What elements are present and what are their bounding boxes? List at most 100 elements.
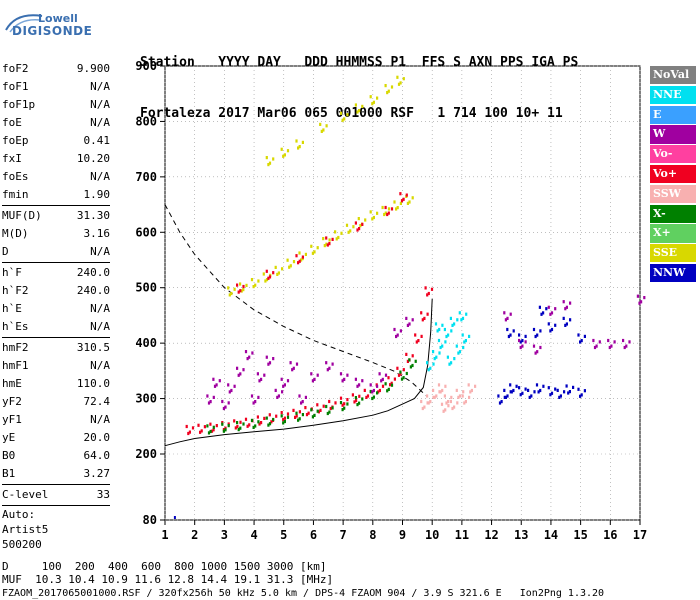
echo-point	[346, 373, 349, 377]
echo-point	[355, 398, 358, 403]
echo-point	[252, 285, 255, 289]
echo-point	[277, 394, 280, 398]
echo-point	[467, 383, 470, 387]
echo-point	[264, 279, 267, 283]
echo-point	[429, 366, 432, 370]
echo-point	[340, 231, 343, 235]
param-label: MUF(D)	[2, 209, 42, 222]
echo-point	[257, 279, 260, 283]
param-label: foF2	[2, 62, 29, 75]
echo-point	[399, 372, 402, 376]
param-row-fof2: foF2 9.900	[2, 60, 110, 78]
auto-software: Artist5	[2, 523, 49, 536]
legend-item-vo: Vo-	[650, 145, 696, 164]
echo-point	[411, 196, 414, 200]
param-label: yE	[2, 431, 16, 444]
param-value: 110.0	[76, 377, 110, 390]
echo-point	[227, 424, 230, 428]
echo-point	[549, 312, 552, 316]
echo-point	[451, 406, 454, 411]
param-label: foE	[2, 116, 22, 129]
param-label: C-level	[2, 488, 49, 501]
param-value: 1.90	[83, 188, 111, 201]
echo-point	[443, 394, 446, 398]
echo-point	[537, 390, 540, 394]
echo-point	[595, 344, 598, 348]
echo-point	[458, 311, 461, 315]
echo-point	[227, 286, 230, 290]
echo-point	[331, 237, 334, 241]
echo-point	[323, 244, 326, 248]
echo-point	[507, 334, 510, 339]
param-separator	[2, 484, 110, 485]
echo-point	[206, 424, 209, 428]
echo-point	[254, 283, 257, 287]
legend-item-w: W	[650, 125, 696, 144]
legend-item-ssw: SSW	[650, 184, 696, 204]
echo-point	[564, 307, 567, 311]
echo-point	[212, 377, 215, 381]
echo-point	[381, 377, 384, 381]
param-row-clevel: C-level 33	[2, 486, 110, 504]
echo-point	[468, 395, 471, 399]
param-row-md: M(D) 3.16	[2, 225, 110, 243]
echo-point	[353, 400, 356, 404]
echo-point	[562, 300, 565, 304]
echo-point	[426, 312, 429, 316]
echo-point	[411, 363, 414, 368]
echo-point	[230, 388, 233, 393]
echo-point	[421, 406, 424, 411]
echo-point	[445, 334, 448, 339]
echo-point	[430, 287, 434, 291]
echo-point	[286, 412, 290, 416]
echo-point	[265, 278, 269, 282]
echo-point	[463, 401, 466, 405]
legend-item-x: X+	[650, 224, 696, 243]
param-label: yF1	[2, 413, 22, 426]
echo-point	[406, 359, 409, 363]
echo-point	[457, 395, 460, 399]
echo-point	[239, 289, 242, 293]
y-tick-label: 500	[135, 281, 157, 295]
param-value: N/A	[90, 80, 110, 93]
echo-point	[524, 387, 527, 391]
echo-point	[474, 384, 477, 388]
echo-point	[464, 339, 467, 343]
echo-point	[559, 394, 562, 398]
echo-point	[432, 395, 435, 399]
param-value: 9.900	[76, 62, 110, 75]
echo-point	[212, 395, 215, 399]
echo-point	[564, 323, 567, 327]
echo-point	[414, 359, 417, 363]
echo-point	[316, 373, 319, 377]
echo-point	[640, 300, 643, 304]
echo-point	[212, 425, 215, 429]
echo-point	[387, 376, 390, 380]
echo-point	[406, 201, 409, 205]
echo-point	[465, 312, 468, 316]
echo-point	[283, 153, 286, 157]
echo-point	[451, 323, 454, 327]
echo-point	[199, 430, 202, 434]
echo-point	[643, 296, 646, 300]
echo-point	[397, 373, 401, 377]
echo-point	[301, 140, 304, 144]
x-tick-label: 11	[455, 528, 469, 542]
y-tick-label: 400	[135, 336, 157, 350]
x-tick-label: 15	[573, 528, 587, 542]
echo-point	[354, 377, 357, 381]
param-row-hmf1: hmF1 N/A	[2, 357, 110, 375]
echo-point	[512, 388, 515, 393]
echo-point	[230, 291, 233, 296]
echo-point	[346, 402, 349, 406]
echo-point	[288, 265, 291, 269]
echo-point	[363, 388, 366, 392]
x-tick-label: 9	[399, 528, 406, 542]
echo-point	[341, 379, 344, 383]
echo-point	[455, 344, 458, 348]
param-group-critical-frequencies: foF2 9.900 foF1 N/A foF1p N/A foE N/A foEp 0.41 fx…	[2, 60, 110, 204]
echo-point	[325, 124, 328, 128]
echo-point	[622, 338, 625, 343]
echo-point	[305, 413, 309, 417]
echo-point	[252, 425, 255, 429]
